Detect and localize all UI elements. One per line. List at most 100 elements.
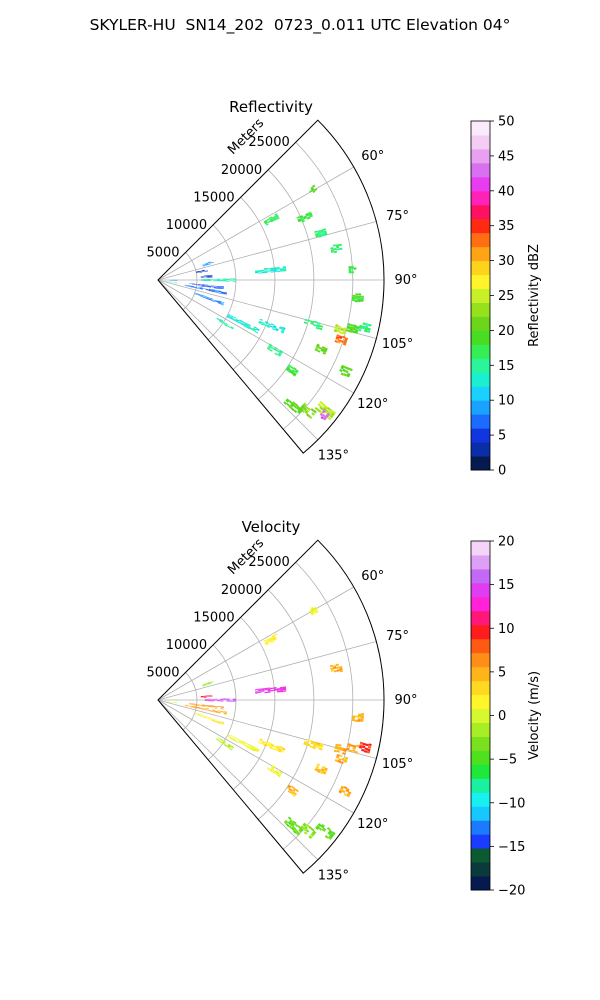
velocity-echo-cell: [286, 786, 290, 790]
velocity-echo-cell: [340, 748, 344, 752]
velocity-colorbar-segment: [471, 806, 490, 821]
reflectivity-echo-cell: [203, 296, 207, 299]
velocity-echo-cell: [267, 743, 271, 746]
reflectivity-echo-cell: [244, 324, 248, 327]
reflectivity-colorbar-tick-label: 10: [498, 394, 515, 409]
reflectivity-echo-cell: [258, 320, 263, 323]
velocity-echo-cell: [310, 742, 314, 745]
velocity-echo-cell: [279, 689, 284, 691]
reflectivity-echo-cell: [210, 279, 214, 281]
reflectivity-colorbar-segment: [471, 414, 490, 429]
velocity-echo-cell: [273, 689, 277, 691]
reflectivity-echo-cell: [272, 326, 277, 329]
velocity-azimuth-gridline: [157, 699, 319, 861]
reflectivity-echo-cell: [351, 271, 355, 274]
velocity-echo-cell: [204, 682, 208, 685]
velocity-colorbar-segment: [471, 820, 490, 835]
reflectivity-echo-cell: [287, 370, 292, 374]
reflectivity-colorbar-segment: [471, 246, 490, 262]
reflectivity-echo-cell: [318, 233, 322, 236]
reflectivity-echo-cell: [310, 322, 314, 325]
velocity-echo-cell: [352, 746, 356, 750]
velocity-echo-cell: [214, 711, 218, 713]
velocity-echo-cell: [348, 749, 353, 753]
velocity-echo-cell: [269, 636, 273, 640]
velocity-echo-cell: [313, 606, 317, 610]
velocity-echo-cell: [292, 825, 296, 830]
velocity-echo-cell: [365, 743, 369, 747]
reflectivity-echo-cell: [337, 325, 342, 329]
reflectivity-echo-cell: [223, 292, 227, 294]
velocity-echo-cell: [364, 747, 368, 751]
reflectivity-echo-cell: [214, 300, 219, 303]
velocity-echo-cell: [310, 607, 315, 611]
reflectivity-sector-frame: [157, 119, 385, 454]
reflectivity-echo-cell: [293, 409, 298, 414]
reflectivity-echo-cell: [220, 292, 224, 295]
reflectivity-echo-cell: [205, 263, 209, 265]
velocity-echo-cell: [285, 823, 290, 827]
reflectivity-azimuth-gridline: [157, 279, 377, 339]
reflectivity-echo-cell: [215, 300, 219, 302]
velocity-echo-cell: [203, 696, 207, 697]
velocity-echo-cell: [194, 712, 198, 714]
velocity-echo-cell: [217, 699, 221, 701]
velocity-range-tick-label: 25000: [248, 555, 289, 570]
reflectivity-echo-cell: [202, 265, 206, 267]
reflectivity-echo-cell: [264, 268, 268, 271]
velocity-echo-cell: [275, 771, 279, 775]
velocity-echo-cell: [216, 738, 220, 741]
reflectivity-echo-cell: [314, 406, 319, 411]
velocity-echo-cell: [309, 745, 313, 748]
reflectivity-echo-cell: [346, 329, 350, 332]
reflectivity-echo-cell: [268, 344, 272, 348]
velocity-colorbar-segment: [471, 876, 490, 891]
reflectivity-echo-patch: [303, 318, 324, 331]
velocity-echo-cell: [220, 711, 225, 713]
reflectivity-echo-cell: [269, 343, 273, 347]
reflectivity-echo-cell: [261, 270, 265, 272]
reflectivity-echo-cell: [329, 414, 334, 419]
velocity-echo-cell: [319, 771, 324, 775]
reflectivity-echo-cell: [323, 349, 327, 353]
reflectivity-echo-cell: [200, 295, 204, 297]
velocity-echo-cell: [246, 746, 250, 749]
velocity-colorbar-segment: [471, 764, 490, 779]
reflectivity-echo-cell: [199, 287, 203, 289]
velocity-echo-cell: [214, 698, 218, 700]
reflectivity-echo-patch: [314, 343, 328, 355]
reflectivity-echo-cell: [293, 367, 297, 371]
reflectivity-echo-cell: [220, 302, 224, 305]
velocity-echo-cell: [312, 744, 317, 748]
reflectivity-azimuth-gridline: [157, 166, 354, 281]
reflectivity-colorbar-segment: [471, 274, 490, 290]
reflectivity-echo-cell: [353, 267, 357, 270]
velocity-colorbar-segment: [471, 750, 490, 765]
velocity-echo-cell: [203, 697, 207, 698]
reflectivity-echo-cell: [187, 286, 191, 288]
reflectivity-echo-cell: [171, 281, 175, 283]
reflectivity-echo-cell: [310, 320, 315, 324]
reflectivity-echo-cell: [352, 294, 356, 298]
reflectivity-echo-cell: [216, 318, 220, 321]
reflectivity-echo-cell: [321, 410, 326, 414]
reflectivity-echo-cell: [233, 316, 237, 319]
velocity-echo-cell: [292, 820, 297, 825]
velocity-echo-cell: [204, 699, 208, 701]
reflectivity-echo-patch: [348, 265, 357, 274]
reflectivity-echo-cell: [343, 365, 348, 370]
reflectivity-echo-cell: [200, 296, 204, 298]
velocity-azimuth-tick-label: 90°: [394, 693, 417, 708]
reflectivity-range-ring: [232, 197, 276, 370]
reflectivity-colorbar-segment: [471, 316, 490, 331]
velocity-echo-cell: [220, 700, 224, 702]
reflectivity-colorbar-tick-label: 50: [498, 115, 515, 130]
velocity-echo-cell: [316, 763, 321, 767]
reflectivity-echo-cell: [317, 349, 321, 353]
velocity-echo-cell: [202, 709, 206, 711]
reflectivity-colorbar-segment: [471, 372, 490, 387]
velocity-echo-cell: [276, 689, 280, 691]
reflectivity-echo-cell: [321, 233, 325, 237]
velocity-echo-cell: [271, 766, 275, 770]
velocity-echo-cell: [316, 743, 321, 747]
